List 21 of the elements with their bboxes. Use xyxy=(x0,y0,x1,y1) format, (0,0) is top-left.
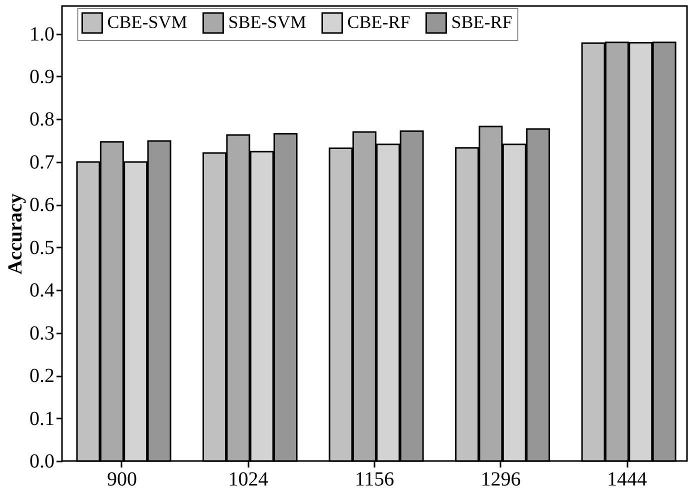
x-tick-label: 1156 xyxy=(354,468,394,490)
y-tick-label: 0.9 xyxy=(30,66,54,88)
y-tick-label: 0.3 xyxy=(30,322,54,344)
y-tick-label: 0.1 xyxy=(30,408,54,430)
legend-label: SBE-SVM xyxy=(228,12,306,32)
x-tick-label: 1024 xyxy=(228,468,268,490)
y-tick-label: 0.6 xyxy=(30,194,54,216)
y-tick-label: 0.2 xyxy=(30,365,54,388)
x-tick-label: 900 xyxy=(106,468,137,490)
legend-label: SBE-RF xyxy=(451,12,512,32)
y-tick-label: 0.5 xyxy=(30,236,54,259)
y-axis-title: Accuracy xyxy=(4,193,26,275)
legend-label: CBE-RF xyxy=(347,12,410,32)
y-tick-label: 0.0 xyxy=(30,450,54,472)
y-tick-label: 0.8 xyxy=(30,108,54,131)
legend-label: CBE-SVM xyxy=(107,12,188,32)
x-tick-label: 1296 xyxy=(480,468,521,490)
y-tick-label: 0.7 xyxy=(30,151,54,174)
y-tick-label: 0.4 xyxy=(30,280,54,302)
y-tick-label: 1.0 xyxy=(30,23,54,46)
x-tick-label: 1444 xyxy=(607,468,648,490)
